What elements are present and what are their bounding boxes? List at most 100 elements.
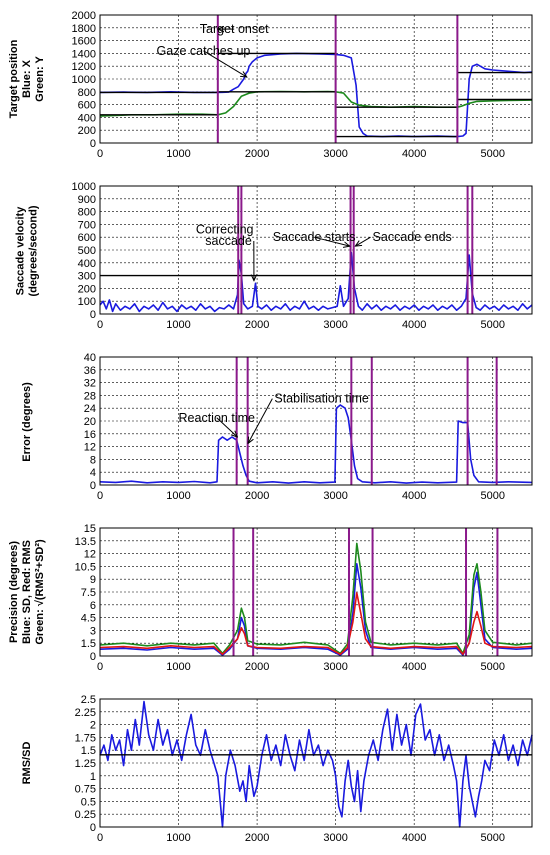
x-tick-label: 1000: [166, 148, 190, 160]
y-tick-label: 0.25: [75, 809, 96, 821]
x-tick-label: 0: [97, 490, 103, 502]
y-tick-label: 24: [84, 403, 96, 415]
annotation-arrow: [248, 398, 273, 444]
y-tick-label: 4.5: [81, 613, 96, 625]
x-tick-label: 3000: [323, 832, 347, 844]
panel-error: 0 1000 2000 3000 4000 5000 0481216202428323640…: [21, 352, 533, 502]
series-precision-1: [99, 542, 533, 655]
x-tick-label: 5000: [480, 832, 504, 844]
annotation-label: Saccade ends: [373, 230, 452, 244]
y-tick-label: 40: [84, 352, 96, 364]
x-tick-label: 1000: [166, 319, 190, 331]
y-tick-label: 1200: [72, 61, 96, 73]
x-tick-label: 5000: [480, 148, 504, 160]
x-tick-label: 0: [97, 661, 103, 673]
y-tick-label: 900: [78, 194, 96, 206]
y-axis-label: Blue: SD, Red: RMS: [21, 540, 33, 644]
y-tick-label: 700: [78, 219, 96, 231]
series-rmssd-0: [99, 700, 533, 828]
y-tick-label: 32: [84, 378, 96, 390]
y-tick-label: 200: [78, 283, 96, 295]
y-tick-label: 500: [78, 245, 96, 257]
y-tick-label: 7.5: [81, 587, 96, 599]
series-precision-2: [99, 592, 533, 656]
y-tick-label: 1.5: [81, 745, 96, 757]
y-tick-label: 600: [78, 100, 96, 112]
x-tick-label: 2000: [245, 319, 269, 331]
annotation-arrow: [314, 236, 350, 246]
plot-frame: [99, 185, 533, 315]
y-tick-label: 200: [78, 125, 96, 137]
x-tick-label: 0: [97, 319, 103, 331]
annotation-label: Target onset: [200, 22, 269, 36]
y-axis-label: Saccade velocity: [15, 206, 27, 296]
x-tick-label: 3000: [323, 319, 347, 331]
series-target-0: [99, 52, 533, 138]
y-tick-label: 0: [90, 822, 96, 834]
x-tick-label: 1000: [166, 490, 190, 502]
y-tick-label: 800: [78, 207, 96, 219]
y-tick-label: 1800: [72, 23, 96, 35]
y-tick-label: 10.5: [75, 561, 96, 573]
y-tick-label: 36: [84, 365, 96, 377]
y-tick-label: 0.75: [75, 784, 96, 796]
panel-rmssd: 0 1000 2000 3000 4000 500000.250.50.7511.251.…: [21, 694, 533, 844]
y-tick-label: 13.5: [75, 536, 96, 548]
y-tick-label: 6: [90, 600, 96, 612]
y-tick-label: 1.75: [75, 732, 96, 744]
y-tick-label: 20: [84, 416, 96, 428]
y-tick-label: 2000: [72, 10, 96, 22]
y-tick-label: 0: [90, 651, 96, 663]
series-error-0: [99, 404, 533, 484]
plot-frame: [99, 14, 533, 144]
y-tick-label: 2.5: [81, 694, 96, 706]
y-tick-label: 800: [78, 87, 96, 99]
y-tick-label: 1000: [72, 74, 96, 86]
y-axis-label: Green: √(RMS²+SD²): [34, 539, 46, 645]
y-tick-label: 400: [78, 258, 96, 270]
y-tick-label: 1.5: [81, 638, 96, 650]
x-tick-label: 4000: [402, 490, 426, 502]
y-tick-label: 16: [84, 429, 96, 441]
y-tick-label: 1400: [72, 48, 96, 60]
x-tick-label: 5000: [480, 319, 504, 331]
y-tick-label: 9: [90, 574, 96, 586]
x-tick-label: 3000: [323, 490, 347, 502]
y-tick-label: 100: [78, 296, 96, 308]
x-tick-label: 4000: [402, 148, 426, 160]
x-tick-label: 4000: [402, 832, 426, 844]
y-axis-label: Precision (degrees): [8, 541, 20, 643]
x-tick-label: 3000: [323, 148, 347, 160]
x-tick-label: 3000: [323, 661, 347, 673]
y-tick-label: 1: [90, 771, 96, 783]
plot-frame: [99, 698, 533, 828]
x-tick-label: 2000: [245, 661, 269, 673]
y-tick-label: 15: [84, 523, 96, 535]
y-tick-label: 1600: [72, 36, 96, 48]
panel-precision: 0 1000 2000 3000 4000 5000 01.534.567.5910.512…: [8, 523, 533, 673]
y-tick-label: 12: [84, 442, 96, 454]
annotation-label: saccade: [205, 234, 252, 248]
annotation-label: Stabilisation time: [274, 392, 369, 406]
panel-velocity: 0 1000 2000 3000 4000 5000 0100200300400500600…: [15, 181, 533, 331]
y-axis-label: Green: Y: [34, 56, 46, 102]
y-axis-label: Target position: [8, 39, 20, 118]
y-tick-label: 300: [78, 271, 96, 283]
x-tick-label: 5000: [480, 490, 504, 502]
y-tick-label: 0.5: [81, 796, 96, 808]
x-tick-label: 2000: [245, 148, 269, 160]
annotation-arrow: [216, 417, 238, 437]
panel-target: 0 1000 2000 3000 4000 50000200400600800100012…: [8, 10, 533, 160]
y-tick-label: 0: [90, 480, 96, 492]
y-axis-label: Blue: X: [21, 59, 33, 98]
y-axis-label: Error (degrees): [21, 382, 33, 462]
annotation-arrow: [355, 236, 371, 246]
y-axis-label: (degrees/second): [28, 205, 40, 296]
y-tick-label: 400: [78, 112, 96, 124]
x-tick-label: 5000: [480, 661, 504, 673]
plot-frame: [99, 527, 533, 657]
y-tick-label: 2.25: [75, 707, 96, 719]
y-tick-label: 28: [84, 390, 96, 402]
annotation-arrow: [203, 50, 246, 77]
